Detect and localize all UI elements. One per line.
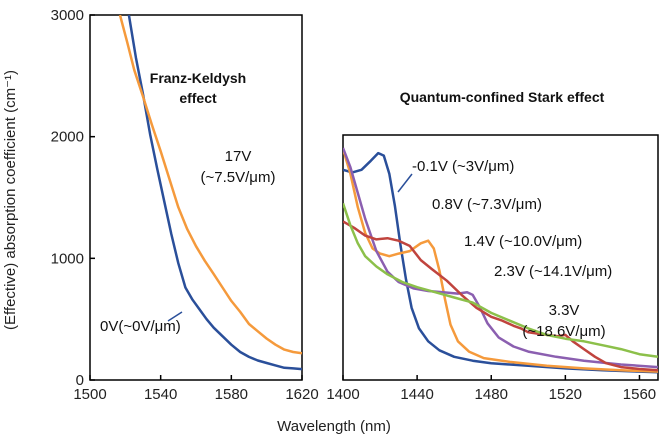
series-line [343,151,658,374]
chart-title: Franz-Keldysh effect [150,70,246,106]
y-axis-title: (Effective) absorption coefficient (cm⁻¹… [2,70,19,330]
x-tick-label: 1540 [144,386,177,403]
legend-label: 0.8V (~7.3V/μm) [432,196,542,213]
series-line [343,147,658,369]
annotation-leader [167,311,183,322]
panel-franz-keldysh: 1500 1540 1580 1620 0 1000 2000 3000 Franz-Keld… [51,7,319,403]
panel-frame [342,134,659,381]
legend-label: -0.1V (~3V/μm) [412,158,514,175]
series-line [118,15,302,355]
axis-ticks: 1400 1440 1480 1520 1560 [326,375,656,403]
x-tick-label: 1580 [215,386,248,403]
x-tick-label: 1500 [73,386,106,403]
annotation-leader [397,173,413,193]
x-tick-label: 1440 [400,386,433,403]
series-line [343,220,658,372]
y-tick-label: 0 [76,372,84,389]
y-tick-label: 1000 [51,250,84,267]
x-tick-label: 1480 [475,386,508,403]
chart-title: Quantum-confined Stark effect [400,89,605,105]
series-line [127,15,302,371]
legend-label: 3.3V (~18.6V/μm) [522,302,605,340]
legend-label: 2.3V (~14.1V/μm) [494,263,612,280]
series-line [343,148,658,373]
y-tick-label: 3000 [51,7,84,24]
y-tick-label: 2000 [51,129,84,146]
axis-ticks: 1500 1540 1580 1620 0 1000 2000 3000 [51,7,319,403]
panel-frame [89,14,303,381]
x-tick-label: 1400 [326,386,359,403]
legend-label: 0V(~0V/μm) [100,318,181,335]
series-lines [118,15,302,371]
x-tick-label: 1620 [285,386,318,403]
legend-label: 1.4V (~10.0V/μm) [464,233,582,250]
series-lines [343,147,658,374]
panel-qcse: 1400 1440 1480 1520 1560 Quantum-confined St… [326,89,659,403]
x-axis-title: Wavelength (nm) [277,418,391,435]
x-tick-label: 1560 [623,386,656,403]
x-tick-label: 1520 [549,386,582,403]
series-line [343,202,658,359]
legend-label: 17V (~7.5V/μm) [201,148,276,186]
